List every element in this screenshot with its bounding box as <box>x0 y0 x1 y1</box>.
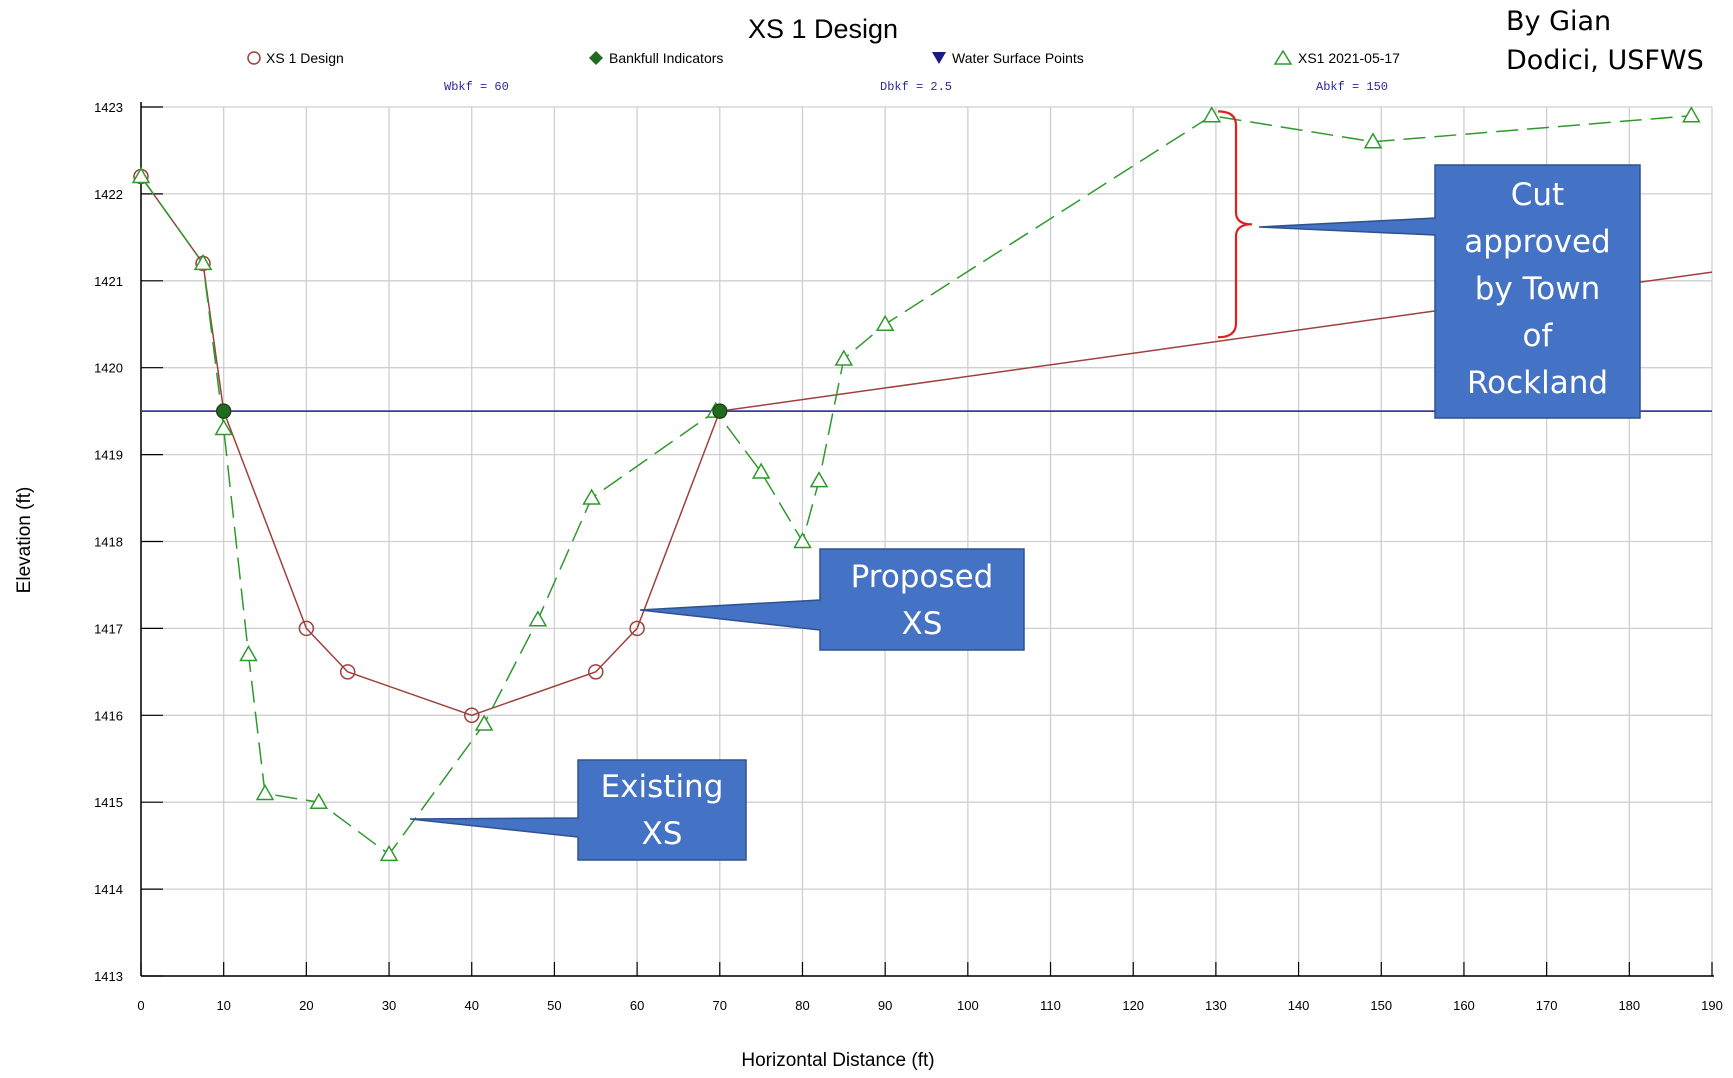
callout-proposed-line: Proposed <box>850 559 994 595</box>
design-point <box>629 620 645 637</box>
y-tick-label: 1413 <box>94 969 123 984</box>
x-tick-label: 100 <box>957 998 979 1013</box>
x-tick-label: 160 <box>1453 998 1475 1013</box>
design-point <box>463 707 480 724</box>
x-tick-label: 190 <box>1701 998 1723 1013</box>
callout-proposed-text: Proposed XS <box>820 554 1024 648</box>
x-tick-label: 80 <box>795 998 809 1013</box>
callout-cut-line: by Town <box>1474 271 1601 307</box>
x-axis-label: Horizontal Distance (ft) <box>741 1050 934 1071</box>
callout-cut-line: of <box>1522 318 1553 354</box>
existing-point <box>875 314 895 331</box>
design-point <box>588 664 604 680</box>
callout-existing-text: Existing XS <box>578 764 746 858</box>
design-point <box>298 620 315 637</box>
y-tick-label: 1419 <box>94 448 123 463</box>
existing-point <box>1202 106 1222 123</box>
callout-cut <box>1258 164 1641 419</box>
callout-existing <box>409 759 747 861</box>
y-tick-label: 1420 <box>94 361 123 376</box>
stat-abkf: Abkf = 150 <box>1316 80 1388 94</box>
y-axis-label: Elevation (ft) <box>14 487 35 594</box>
author-line-1: By Gian <box>1506 6 1612 37</box>
x-tick-label: 90 <box>878 998 892 1013</box>
chart-legend: XS 1 Design Bankfull Indicators Water Su… <box>247 49 1400 66</box>
existing-point <box>379 844 399 862</box>
legend-marker-existing <box>1273 49 1293 65</box>
x-tick-label: 30 <box>382 998 396 1013</box>
y-tick-label: 1418 <box>94 535 123 550</box>
chart-title: XS 1 Design <box>748 14 898 44</box>
y-tick-label: 1423 <box>94 100 123 115</box>
legend-marker-bankfull <box>589 51 603 65</box>
callout-proposed-line: XS <box>901 606 943 642</box>
legend-label-existing: XS1 2021-05-17 <box>1298 50 1400 66</box>
existing-point <box>751 462 771 479</box>
existing-point <box>834 349 854 366</box>
callout-existing-line: Existing <box>600 769 724 805</box>
cut-brace <box>1217 110 1253 339</box>
existing-point <box>239 644 258 662</box>
y-tick-label: 1421 <box>94 274 123 289</box>
x-tick-label: 140 <box>1288 998 1310 1013</box>
legend-marker-water <box>932 52 946 64</box>
existing-point <box>793 531 812 549</box>
callout-cut-text: Cut approved by Town of Rockland <box>1435 172 1640 407</box>
existing-point <box>809 471 829 488</box>
y-tick-label: 1414 <box>94 882 123 897</box>
existing-point <box>255 783 275 801</box>
legend-label-bankfull: Bankfull Indicators <box>609 50 723 66</box>
chart-axes: 0 10 20 30 40 50 60 70 80 90 100 110 120 130 140 150 160… <box>94 100 1723 1013</box>
existing-point <box>1682 106 1701 123</box>
x-tick-label: 20 <box>299 998 313 1013</box>
callout-existing-line: XS <box>641 816 683 852</box>
author-credit: By Gian Dodici, USFWS <box>1506 2 1704 80</box>
existing-point <box>214 419 233 436</box>
existing-point <box>528 610 548 627</box>
design-point <box>339 664 356 680</box>
x-tick-label: 180 <box>1618 998 1640 1013</box>
x-tick-label: 150 <box>1370 998 1392 1013</box>
legend-marker-design <box>247 51 261 65</box>
x-tick-label: 0 <box>137 998 144 1013</box>
stat-dbkf: Dbkf = 2.5 <box>880 80 952 94</box>
design-line <box>140 176 1713 717</box>
x-tick-label: 170 <box>1536 998 1558 1013</box>
x-tick-label: 120 <box>1122 998 1144 1013</box>
callout-cut-line: Cut <box>1510 177 1565 213</box>
author-line-2: Dodici, USFWS <box>1506 45 1704 77</box>
existing-point <box>309 792 329 809</box>
existing-point <box>131 167 151 184</box>
y-tick-label: 1417 <box>94 621 123 636</box>
y-tick-label: 1415 <box>94 795 123 810</box>
y-tick-label: 1416 <box>94 708 123 723</box>
x-tick-label: 60 <box>630 998 644 1013</box>
x-tick-label: 50 <box>547 998 561 1013</box>
existing-point <box>1363 132 1383 149</box>
callout-cut-line: approved <box>1464 224 1611 260</box>
x-tick-label: 70 <box>713 998 727 1013</box>
existing-point <box>193 253 213 271</box>
stat-wbkf: Wbkf = 60 <box>444 80 509 94</box>
y-tick-label: 1422 <box>94 187 123 202</box>
callout-proposed <box>639 548 1025 651</box>
bankfull-stats: Wbkf = 60 Dbkf = 2.5 Abkf = 150 <box>444 80 1388 94</box>
bankfull-point <box>712 403 728 419</box>
chart-overlays <box>1217 110 1253 339</box>
legend-label-design: XS 1 Design <box>266 50 344 66</box>
bankfull-point <box>216 403 232 419</box>
existing-point <box>474 714 494 731</box>
x-tick-label: 40 <box>465 998 479 1013</box>
x-tick-label: 10 <box>216 998 230 1013</box>
x-tick-label: 110 <box>1040 998 1061 1013</box>
existing-point <box>582 488 601 505</box>
x-tick-label: 130 <box>1205 998 1227 1013</box>
legend-label-water: Water Surface Points <box>952 50 1084 66</box>
callout-cut-line: Rockland <box>1466 365 1609 401</box>
